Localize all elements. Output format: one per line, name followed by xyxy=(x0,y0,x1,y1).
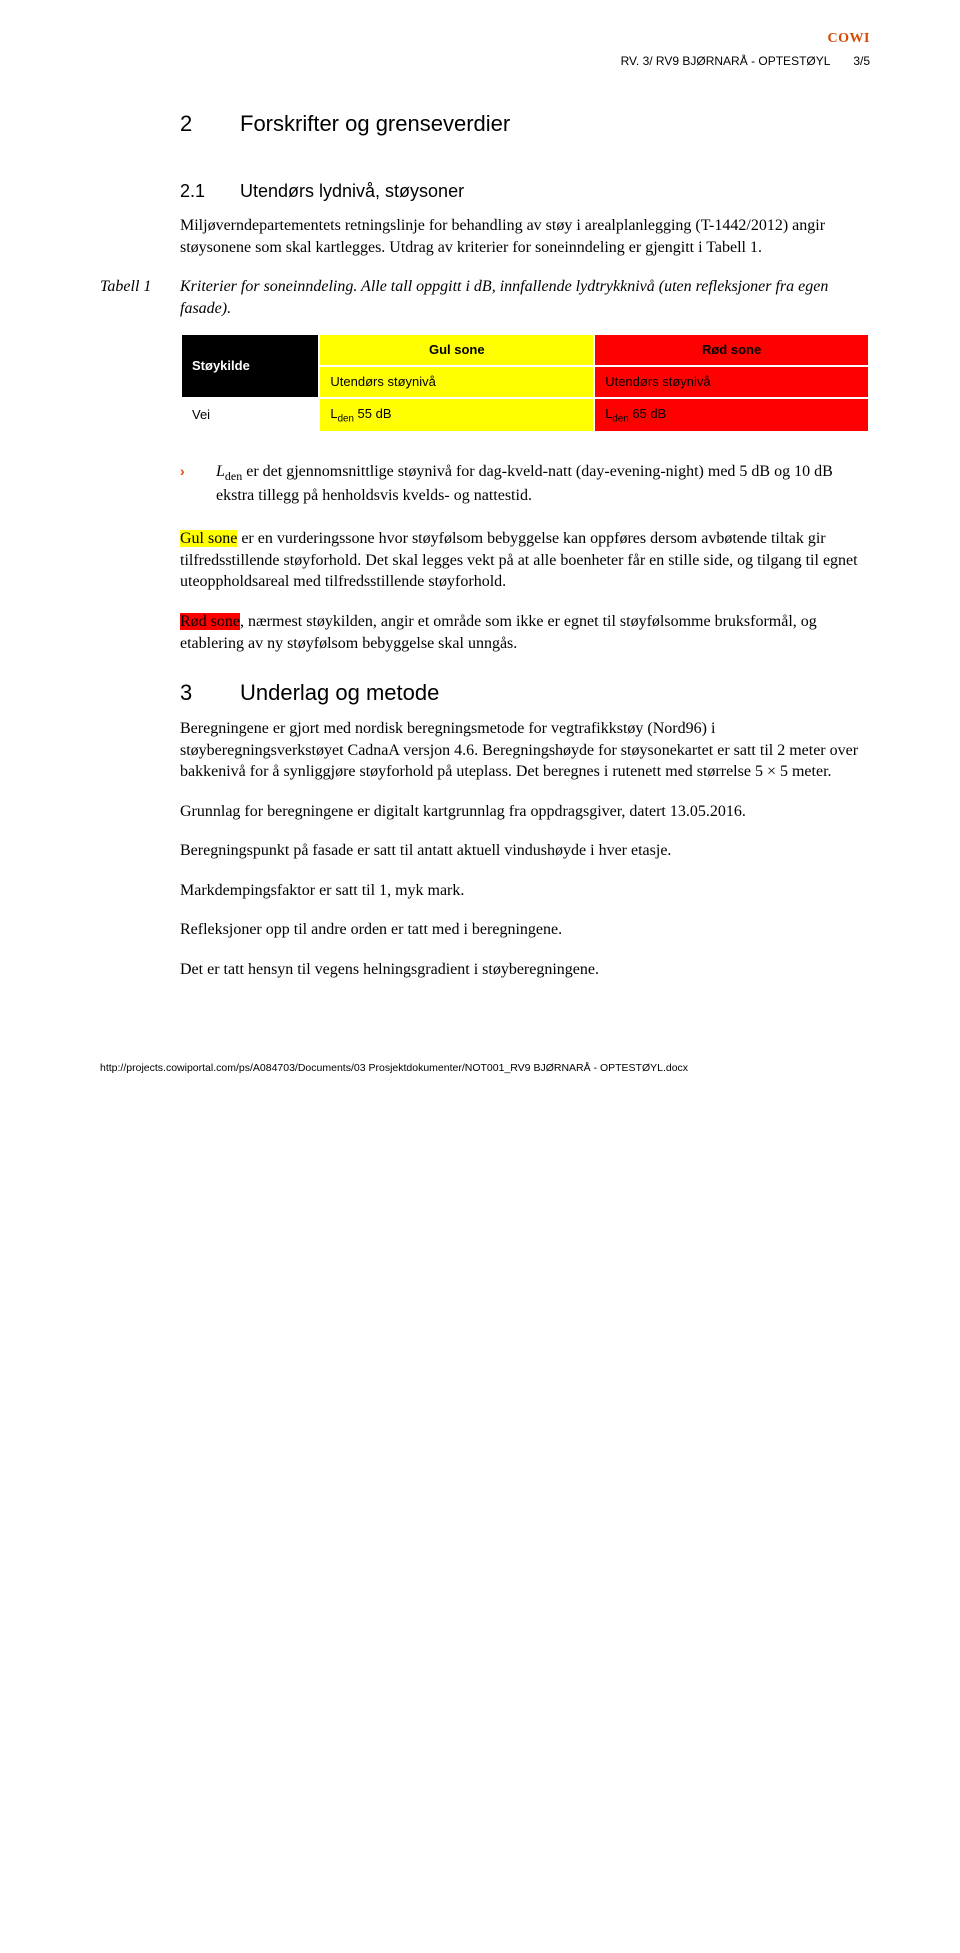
section-3-p5: Refleksjoner opp til andre orden er tatt… xyxy=(180,919,870,941)
section-3-num: 3 xyxy=(180,678,240,708)
footer-path: http://projects.cowiportal.com/ps/A08470… xyxy=(100,1061,870,1075)
zone-sub-yellow: Utendørs støynivå xyxy=(320,367,593,397)
para-rod-sone: Rød sone, nærmest støykilden, angir et o… xyxy=(180,611,870,654)
section-2-heading: 2Forskrifter og grenseverdier xyxy=(180,109,870,139)
lden-rest: 55 dB xyxy=(354,406,392,421)
zone-row-label: Vei xyxy=(182,399,318,432)
section-3-p1: Beregningene er gjort med nordisk beregn… xyxy=(180,718,870,783)
section-2-1-para: Miljøverndepartementets retningslinje fo… xyxy=(180,215,870,258)
lden-prefix: L xyxy=(330,406,337,421)
zone-table: Støykilde Gul sone Rød sone Utendørs stø… xyxy=(180,333,870,433)
zone-header-yellow: Gul sone xyxy=(320,335,593,365)
zone-header-source: Støykilde xyxy=(182,335,318,396)
zone-yellow-value: Lden 55 dB xyxy=(320,399,593,432)
lden-sub: den xyxy=(612,413,628,424)
section-3-p6: Det er tatt hensyn til vegens helningsgr… xyxy=(180,959,870,981)
section-3-title: Underlag og metode xyxy=(240,680,439,705)
table-row: Vei Lden 55 dB Lden 65 dB xyxy=(182,399,868,432)
page-number: 3/5 xyxy=(853,53,870,69)
section-3-p4: Markdempingsfaktor er satt til 1, myk ma… xyxy=(180,880,870,902)
lden-rest: 65 dB xyxy=(629,406,667,421)
section-2-1-heading: 2.1Utendørs lydnivå, støysoner xyxy=(180,179,870,203)
highlight-red: Rød sone xyxy=(180,613,240,630)
running-header: RV. 3/ RV9 BJØRNARÅ - OPTESTØYL 3/5 xyxy=(180,53,870,69)
lden-prefix: L xyxy=(216,463,225,480)
table-caption-label: Tabell 1 xyxy=(100,276,180,319)
chevron-right-icon: › xyxy=(180,461,216,506)
section-2-num: 2 xyxy=(180,109,240,139)
table-caption: Tabell 1 Kriterier for soneinndeling. Al… xyxy=(100,276,870,319)
table-row: Støykilde Gul sone Rød sone xyxy=(182,335,868,365)
page-header: COWI xyxy=(180,30,870,49)
lden-sub: den xyxy=(225,469,242,483)
section-2-1-num: 2.1 xyxy=(180,179,240,203)
zone-red-value: Lden 65 dB xyxy=(595,399,868,432)
para-rod-rest: , nærmest støykilden, angir et område so… xyxy=(180,613,817,652)
bullet-rest: er det gjennomsnittlige støynivå for dag… xyxy=(216,463,833,503)
section-3-heading: 3Underlag og metode xyxy=(180,678,870,708)
zone-header-red: Rød sone xyxy=(595,335,868,365)
para-gul-rest: er en vurderingssone hvor støyfølsom beb… xyxy=(180,530,858,590)
section-2-1-title: Utendørs lydnivå, støysoner xyxy=(240,181,464,201)
zone-sub-red: Utendørs støynivå xyxy=(595,367,868,397)
bullet-lden: › Lden er det gjennomsnittlige støynivå … xyxy=(180,461,870,506)
logo: COWI xyxy=(828,31,870,46)
lden-sub: den xyxy=(338,413,354,424)
section-3-p2: Grunnlag for beregningene er digitalt ka… xyxy=(180,801,870,823)
highlight-yellow: Gul sone xyxy=(180,530,237,547)
section-3-p3: Beregningspunkt på fasade er satt til an… xyxy=(180,840,870,862)
running-title: RV. 3/ RV9 BJØRNARÅ - OPTESTØYL xyxy=(621,54,830,68)
table-caption-text: Kriterier for soneinndeling. Alle tall o… xyxy=(180,276,870,319)
para-gul-sone: Gul sone er en vurderingssone hvor støyf… xyxy=(180,528,870,593)
bullet-text: Lden er det gjennomsnittlige støynivå fo… xyxy=(216,461,870,506)
section-2-title: Forskrifter og grenseverdier xyxy=(240,111,510,136)
